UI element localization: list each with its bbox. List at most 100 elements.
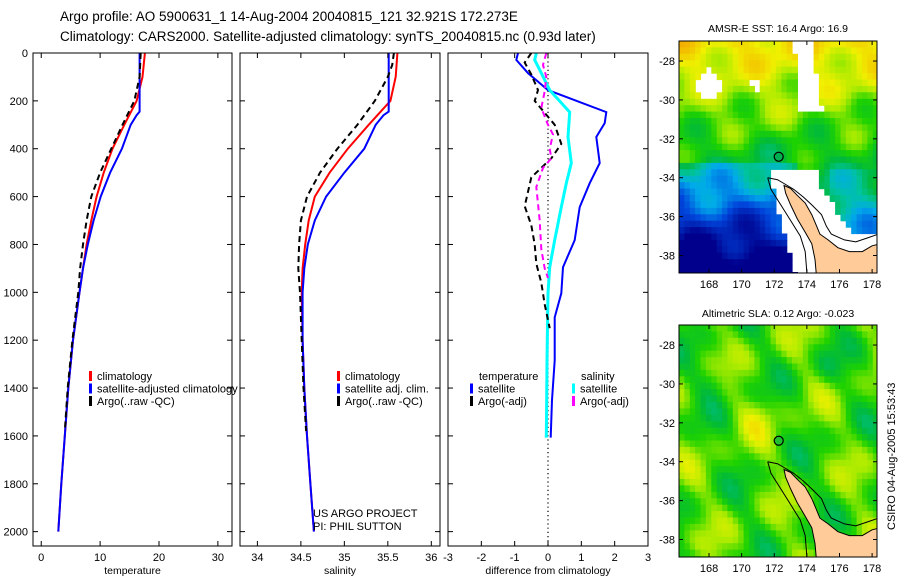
map-cell — [732, 220, 739, 228]
map-cell — [711, 239, 718, 247]
map-cell — [829, 466, 836, 474]
map-cell — [824, 73, 831, 81]
map-cell — [743, 98, 750, 106]
map-cell — [684, 239, 691, 247]
map-cell — [818, 111, 825, 119]
map-cell — [813, 156, 820, 164]
map-cell — [679, 162, 685, 170]
map-cell — [835, 47, 842, 55]
argo-float-marker — [773, 151, 784, 162]
map-cell — [743, 188, 750, 196]
map-cell — [679, 402, 685, 409]
map-cell — [770, 491, 777, 499]
lat-tick-label: -34 — [659, 173, 675, 185]
map-cell — [759, 233, 766, 241]
map-cell — [840, 162, 847, 170]
map-cell — [684, 143, 691, 151]
map-cell — [781, 79, 788, 87]
map-cell — [840, 188, 847, 196]
map-cell — [775, 41, 782, 48]
map-cell — [845, 485, 852, 493]
map-cell — [716, 376, 723, 384]
map-cell — [727, 325, 734, 332]
map-cell — [759, 350, 766, 358]
map-cell — [690, 278, 696, 285]
map-cell — [695, 382, 702, 390]
map-cell — [722, 337, 729, 345]
map-cell — [695, 118, 702, 125]
map-cell — [856, 118, 863, 125]
map-cell — [689, 491, 696, 499]
map-cell — [749, 47, 755, 55]
map-cell — [781, 60, 788, 68]
map-cell — [856, 175, 863, 183]
map-cell — [781, 389, 788, 397]
map-cell — [711, 124, 718, 132]
map-cell — [872, 517, 877, 525]
map-cell — [722, 233, 729, 241]
map-cell — [695, 220, 702, 228]
map-cell — [775, 421, 782, 429]
map-cell — [872, 79, 877, 87]
map-cell — [802, 530, 809, 538]
map-cell — [727, 389, 734, 397]
map-cell — [743, 498, 750, 506]
map-cell — [835, 162, 842, 170]
map-cell — [824, 395, 831, 403]
map-cell — [878, 518, 884, 525]
map-cell — [700, 53, 707, 61]
map-cell — [711, 511, 718, 519]
map-cell — [808, 530, 815, 538]
map-cell — [700, 479, 707, 486]
lat-tick-label: -34 — [659, 457, 675, 469]
map-cell — [695, 156, 702, 164]
map-cell — [862, 66, 868, 74]
map-cell — [749, 543, 755, 551]
map-cell — [781, 66, 788, 74]
map-cell — [722, 485, 729, 493]
map-cell — [705, 466, 712, 474]
map-cell — [689, 259, 696, 267]
map-cell — [684, 421, 691, 429]
map-cell — [716, 124, 723, 132]
map-cell — [856, 182, 863, 190]
map-cell — [851, 137, 858, 145]
map-cell — [679, 363, 685, 371]
map-cell — [829, 369, 836, 377]
map-cell — [824, 325, 831, 332]
map-cell — [872, 111, 877, 119]
map-cell — [835, 459, 842, 467]
map-cell — [840, 124, 847, 132]
map-cell — [835, 137, 842, 145]
map-cell — [856, 504, 863, 512]
map-cell — [754, 485, 761, 493]
map-cell — [786, 73, 793, 81]
map-cell — [754, 169, 761, 177]
map-cell — [738, 150, 745, 158]
legend-item: Argo(-adj) — [478, 396, 527, 408]
map-cell — [792, 66, 798, 74]
map-cell — [862, 479, 868, 486]
map-cell — [679, 220, 685, 228]
map-cell — [845, 344, 852, 352]
map-cell — [738, 98, 745, 106]
map-cell — [711, 517, 718, 525]
map-cell — [732, 233, 739, 241]
map-cell — [684, 60, 691, 68]
map-cell — [792, 337, 798, 345]
map-cell — [867, 427, 874, 435]
map-cell — [749, 73, 755, 81]
map-cell — [872, 201, 877, 209]
map-cell — [711, 344, 718, 352]
map-cell — [792, 382, 798, 390]
map-cell — [743, 60, 750, 68]
map-cell — [818, 73, 825, 81]
map-cell — [781, 402, 788, 409]
map-cell — [722, 201, 729, 209]
map-cell — [808, 543, 815, 551]
map-cell — [738, 73, 745, 81]
map-cell — [786, 363, 793, 371]
map-cell — [786, 389, 793, 397]
map-cell — [824, 41, 831, 48]
map-cell — [679, 118, 685, 125]
